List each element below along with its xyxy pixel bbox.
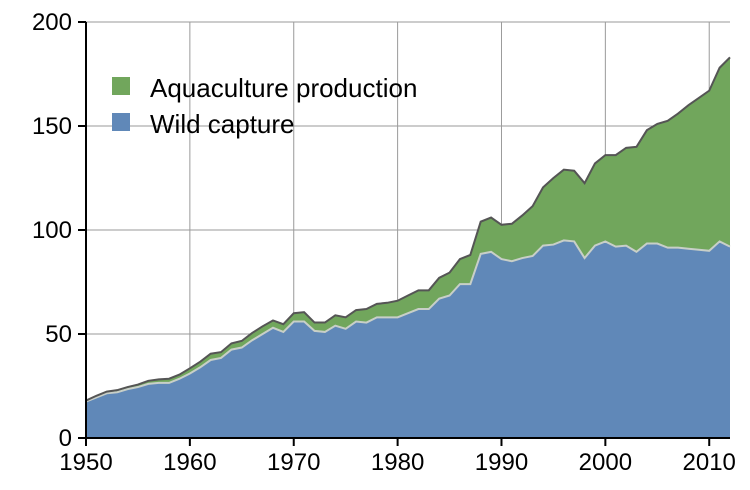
line-wild-capture (85, 239, 731, 403)
area-wild-capture (86, 240, 730, 438)
y-axis-ticks: 0 50 100 150 200 (32, 9, 86, 452)
y-tick-label-50: 50 (45, 321, 72, 348)
x-tick-label-1990: 1990 (475, 449, 528, 476)
area-aquaculture-production (86, 57, 730, 402)
area-layers (85, 56, 731, 438)
legend: Aquaculture production Wild capture (112, 73, 417, 139)
x-tick-label-2010: 2010 (683, 449, 736, 476)
legend-label-aquaculture: Aquaculture production (150, 73, 417, 103)
legend-swatch-wild-capture (112, 113, 130, 131)
y-tick-label-0: 0 (59, 425, 72, 452)
x-tick-label-1980: 1980 (371, 449, 424, 476)
x-axis-ticks: 1950 1960 1970 1980 1990 2000 2010 (59, 438, 736, 476)
y-tick-label-100: 100 (32, 217, 72, 244)
x-tick-label-2000: 2000 (579, 449, 632, 476)
line-aquaculture-production (85, 56, 731, 402)
legend-swatch-aquaculture (112, 77, 130, 95)
y-tick-label-150: 150 (32, 113, 72, 140)
x-tick-label-1970: 1970 (267, 449, 320, 476)
x-tick-label-1950: 1950 (59, 449, 112, 476)
x-tick-label-1960: 1960 (163, 449, 216, 476)
legend-label-wild-capture: Wild capture (150, 109, 295, 139)
y-tick-label-200: 200 (32, 9, 72, 36)
